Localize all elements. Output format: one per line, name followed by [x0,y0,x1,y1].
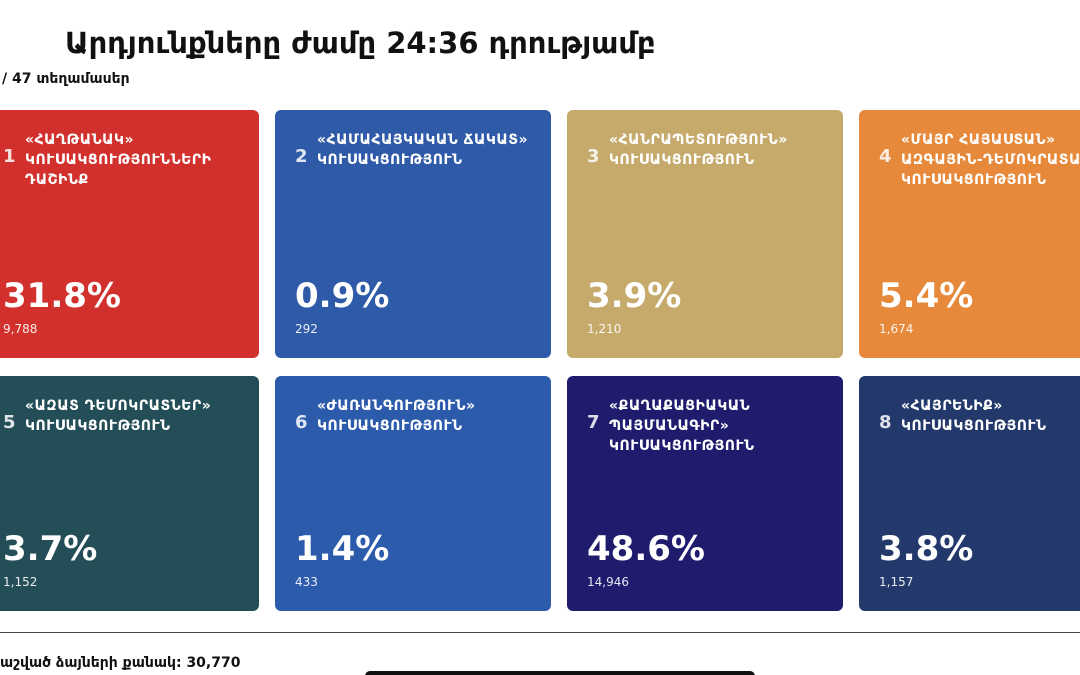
party-number: 3 [587,146,600,167]
percent: 3.8% [879,529,974,569]
party-card: 5 «ԱԶԱՏ ԴԵՄՈԿՐԱՏՆԵՐ» ԿՈՒՍԱԿՑՈՒԹՅՈՒՆ 3.7% 1,… [0,376,259,611]
votes: 1,210 [587,322,622,336]
party-name: «ԺԱՌԱՆԳՈՒԹՅՈՒՆ» ԿՈՒՍԱԿՑՈՒԹՅՈՒՆ [317,398,476,434]
party-number: 7 [587,412,600,433]
subtitle: / 47 տեղամասեր [2,71,130,87]
percent: 1.4% [295,529,390,569]
votes: 14,946 [587,575,629,589]
votes: 292 [295,322,318,336]
party-number: 1 [3,146,16,167]
votes: 9,788 [3,322,38,336]
party-name: «ՔԱՂԱՔԱՑԻԱԿԱՆ ՊԱՅՄԱՆԱԳԻՐ» ԿՈՒՍԱԿՑՈՒԹՅՈՒՆ [609,398,755,454]
party-card: 1 «ՀԱՂԹԱՆԱԿ» ԿՈՒՍԱԿՑՈՒԹՅՈՒՆՆԵՐԻ ԴԱՇԻՆՔ 31.… [0,110,259,358]
party-card: 7 «ՔԱՂԱՔԱՑԻԱԿԱՆ ՊԱՅՄԱՆԱԳԻՐ» ԿՈՒՍԱԿՑՈՒԹՅՈՒ… [567,376,843,611]
party-name: «ՀԱՆՐԱՊԵՏՈՒԹՅՈՒՆ» ԿՈՒՍԱԿՑՈՒԹՅՈՒՆ [609,132,788,168]
party-card: 6 «ԺԱՌԱՆԳՈՒԹՅՈՒՆ» ԿՈՒՍԱԿՑՈՒԹՅՈՒՆ 1.4% 433 [275,376,551,611]
percent: 3.9% [587,276,682,316]
votes: 433 [295,575,318,589]
percent: 31.8% [3,276,121,316]
title: Արդյունքները ժամը 24:36 դրությամբ [65,26,656,60]
party-number: 6 [295,412,308,433]
percent: 5.4% [879,276,974,316]
party-card: 3 «ՀԱՆՐԱՊԵՏՈՒԹՅՈՒՆ» ԿՈՒՍԱԿՑՈՒԹՅՈՒՆ 3.9% 1,2… [567,110,843,358]
total-votes: աշված ձայների քանակ: 30,770 [0,655,241,671]
percent: 48.6% [587,529,705,569]
bottom-bar [365,671,755,675]
divider [0,632,1080,633]
party-card: 4 «ՄԱՅՐ ՀԱՅԱՍՏԱՆ» ԱԶԳԱՅԻՆ-ԴԵՄՈԿՐԱՏԱԿԱՆ ԿՈ… [859,110,1080,358]
party-name: «ՀԱՂԹԱՆԱԿ» ԿՈՒՍԱԿՑՈՒԹՅՈՒՆՆԵՐԻ ԴԱՇԻՆՔ [25,132,212,188]
party-card: 8 «ՀԱՅՐԵՆԻՔ» ԿՈՒՍԱԿՑՈՒԹՅՈՒՆ 3.8% 1,157 [859,376,1080,611]
party-number: 4 [879,146,892,167]
party-number: 5 [3,412,16,433]
party-number: 8 [879,412,892,433]
party-card: 2 «ՀԱՄԱՀԱՅԿԱԿԱՆ ՃԱԿԱՏ» ԿՈՒՍԱԿՑՈՒԹՅՈՒՆ 0.9%… [275,110,551,358]
percent: 3.7% [3,529,98,569]
party-name: «ՀԱՅՐԵՆԻՔ» ԿՈՒՍԱԿՑՈՒԹՅՈՒՆ [901,398,1047,434]
votes: 1,152 [3,575,38,589]
party-name: «ՀԱՄԱՀԱՅԿԱԿԱՆ ՃԱԿԱՏ» ԿՈՒՍԱԿՑՈՒԹՅՈՒՆ [317,132,529,168]
votes: 1,674 [879,322,914,336]
party-name: «ԱԶԱՏ ԴԵՄՈԿՐԱՏՆԵՐ» ԿՈՒՍԱԿՑՈՒԹՅՈՒՆ [25,398,212,434]
party-number: 2 [295,146,308,167]
votes: 1,157 [879,575,914,589]
party-name: «ՄԱՅՐ ՀԱՅԱՍՏԱՆ» ԱԶԳԱՅԻՆ-ԴԵՄՈԿՐԱՏԱԿԱՆ ԿՈՒ… [901,132,1080,188]
percent: 0.9% [295,276,390,316]
